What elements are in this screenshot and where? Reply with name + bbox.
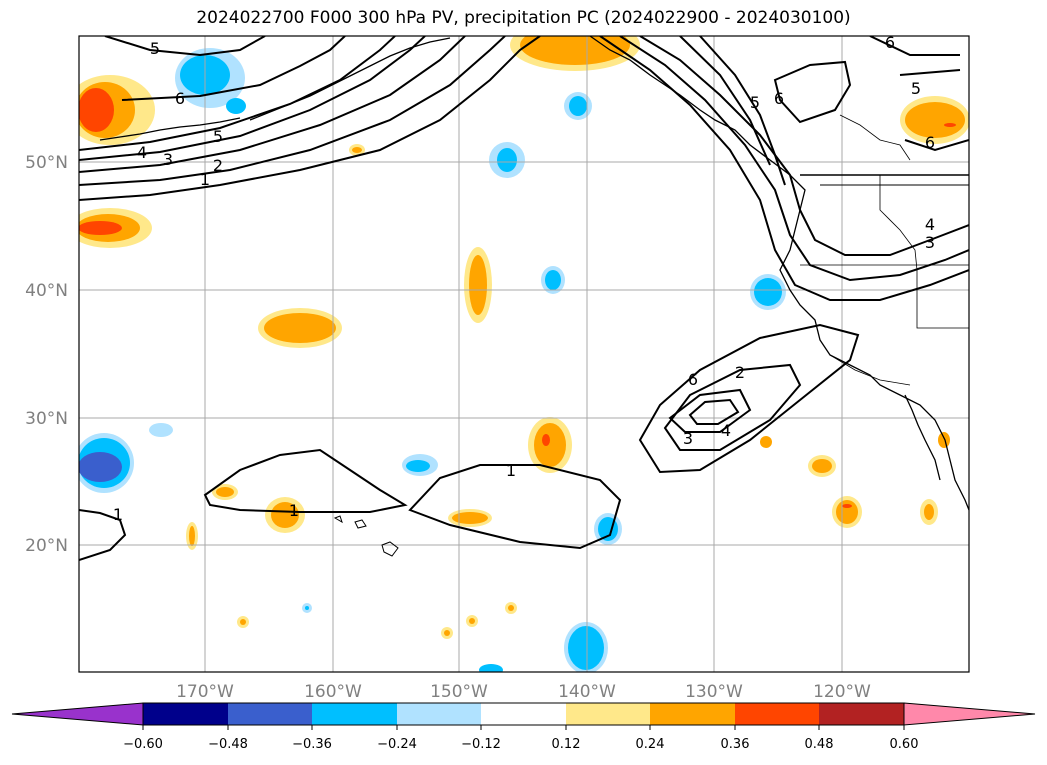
precip-negative-areas <box>79 48 786 672</box>
map-frame <box>78 35 970 673</box>
colorbar-max-extension <box>903 702 1036 726</box>
lon-label: 150°W <box>430 682 488 702</box>
lat-label: 30°N <box>25 409 68 429</box>
lon-label: 130°W <box>685 682 743 702</box>
contour-label: 5 <box>911 79 921 98</box>
latitude-labels: 50°N 40°N 30°N 20°N <box>25 153 68 556</box>
contour-label: 6 <box>175 89 185 108</box>
colorbar-tick-label: −0.24 <box>377 737 417 752</box>
lon-label: 170°W <box>176 682 234 702</box>
colorbar-segment <box>819 703 904 725</box>
contour-label: 5 <box>150 39 160 58</box>
colorbar-tick-label: −0.48 <box>208 737 248 752</box>
colorbar-tick-label: 0.24 <box>636 737 665 752</box>
lat-label: 20°N <box>25 536 68 556</box>
contour-label: 4 <box>925 215 935 234</box>
contour-label: 3 <box>683 429 693 448</box>
colorbar-tick-label: −0.36 <box>292 737 332 752</box>
contour-label: 1 <box>289 501 299 520</box>
contour-label: 5 <box>750 93 760 112</box>
colorbar-min-extension <box>11 702 144 726</box>
colorbar-segment <box>228 703 312 725</box>
contour-label: 4 <box>721 421 731 440</box>
colorbar-tick-label: −0.12 <box>461 737 501 752</box>
colorbar: −0.60 −0.48 −0.36 −0.24 −0.12 0.12 0.24 … <box>11 702 1036 752</box>
colorbar-segment <box>481 703 566 725</box>
lat-label: 50°N <box>25 153 68 173</box>
colorbar-segment <box>397 703 481 725</box>
colorbar-segment <box>650 703 735 725</box>
colorbar-tick-label: 0.12 <box>552 737 581 752</box>
map-panel: 5 6 5 4 3 2 1 1 1 1 2 3 4 5 6 4 3 6 5 6 … <box>79 33 969 672</box>
contour-label: 6 <box>925 133 935 152</box>
contour-label: 2 <box>735 363 745 382</box>
lon-label: 160°W <box>304 682 362 702</box>
contour-label: 6 <box>688 370 698 389</box>
colorbar-tick-label: 0.60 <box>890 737 919 752</box>
colorbar-tick-label: −0.60 <box>123 737 163 752</box>
contour-label: 6 <box>885 33 895 52</box>
colorbar-segment <box>735 703 819 725</box>
contour-label: 5 <box>213 127 223 146</box>
contour-labels: 5 6 5 4 3 2 1 1 1 1 2 3 4 5 6 4 3 6 5 6 … <box>113 33 935 524</box>
colorbar-tick-label: 0.36 <box>721 737 750 752</box>
longitude-labels: 170°W 160°W 150°W 140°W 130°W 120°W <box>176 682 871 702</box>
colorbar-segment <box>566 703 650 725</box>
lon-label: 120°W <box>813 682 871 702</box>
contour-label: 1 <box>113 505 123 524</box>
contour-label: 3 <box>925 233 935 252</box>
colorbar-segment <box>312 703 397 725</box>
contour-label: 4 <box>137 143 147 162</box>
contour-label: 1 <box>200 170 210 189</box>
contour-label: 1 <box>506 461 516 480</box>
colorbar-tick-label: 0.48 <box>805 737 834 752</box>
contour-label: 6 <box>774 89 784 108</box>
contour-label: 3 <box>163 150 173 169</box>
lon-label: 140°W <box>558 682 616 702</box>
graticule <box>79 36 969 672</box>
lat-label: 40°N <box>25 281 68 301</box>
precip-positive-areas <box>79 36 969 639</box>
pv-contours <box>79 36 969 561</box>
colorbar-segment <box>143 703 228 725</box>
colorbar-ticks <box>142 725 905 730</box>
colorbar-frame <box>142 702 905 726</box>
map-title: 2024022700 F000 300 hPa PV, precipitatio… <box>196 8 851 28</box>
contour-label: 2 <box>213 156 223 175</box>
